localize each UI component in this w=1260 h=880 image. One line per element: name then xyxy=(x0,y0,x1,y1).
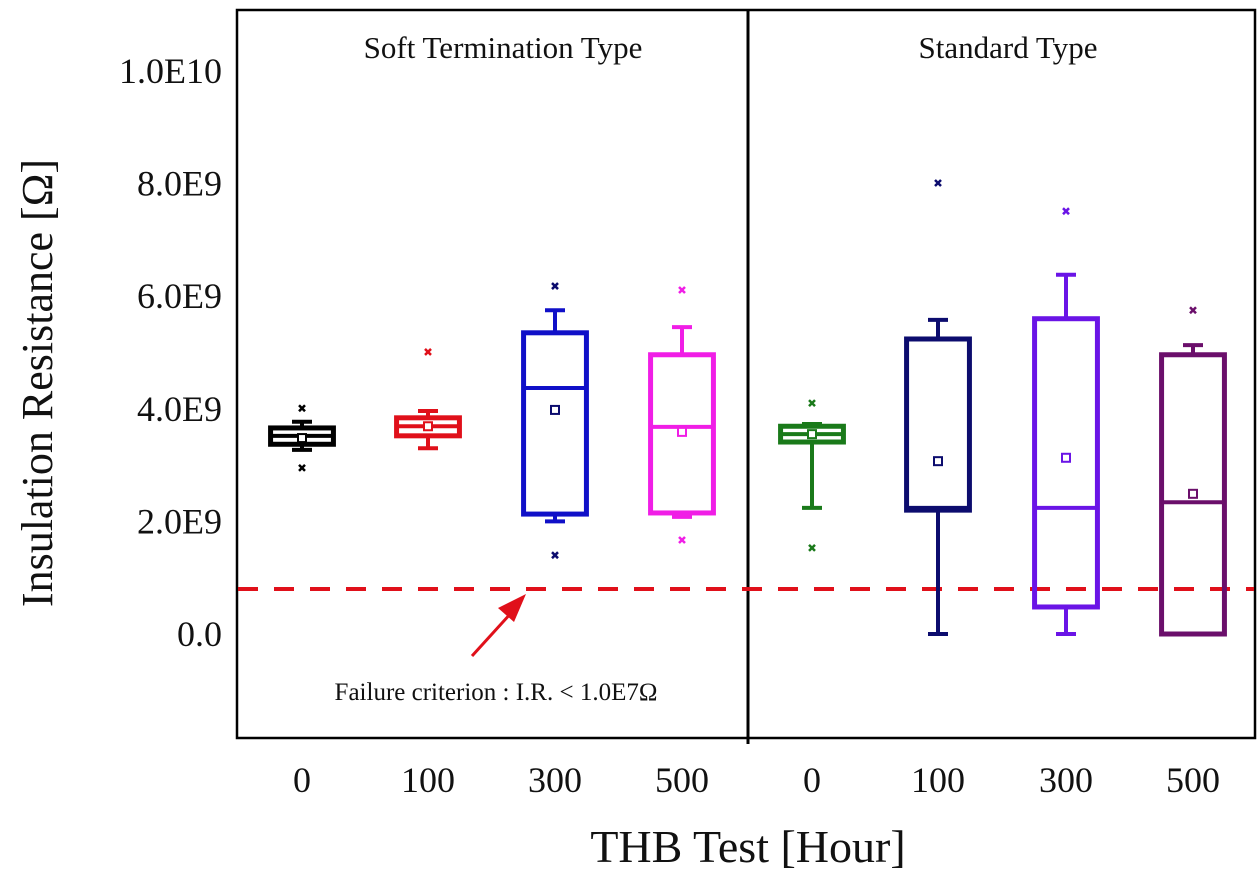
box-plot-group xyxy=(778,399,846,552)
x-tick-label: 300 xyxy=(1039,760,1093,800)
mean-marker xyxy=(297,433,307,444)
y-tick-label: 0.0 xyxy=(177,614,222,654)
y-axis-label: Insulation Resistance [Ω] xyxy=(13,159,62,607)
outlier-point xyxy=(1062,207,1070,216)
annotation-arrow-shaft xyxy=(470,610,514,658)
outlier-point xyxy=(1189,306,1197,315)
plot-frame xyxy=(235,8,1257,740)
x-tick-label: 100 xyxy=(401,760,455,800)
mean-marker xyxy=(807,429,817,440)
panel-title-soft-termination: Soft Termination Type xyxy=(364,30,643,65)
mean-marker xyxy=(423,421,433,432)
mean-marker xyxy=(677,426,687,437)
y-tick-label: 4.0E9 xyxy=(137,389,222,429)
x-axis-label: THB Test [Hour] xyxy=(590,821,905,872)
box-plot-group xyxy=(394,348,462,451)
box-plot-group xyxy=(1159,306,1227,637)
outlier-point xyxy=(678,536,686,544)
outlier-point xyxy=(934,179,942,187)
x-tick-label: 300 xyxy=(528,760,582,800)
x-tick-label: 500 xyxy=(655,760,709,800)
x-tick-label: 500 xyxy=(1166,760,1220,800)
outlier-point xyxy=(678,286,686,294)
outlier-point xyxy=(808,543,816,552)
mean-marker xyxy=(1188,488,1198,499)
mean-marker xyxy=(933,456,943,467)
y-tick-label: 6.0E9 xyxy=(137,276,222,316)
box-plot-group xyxy=(268,404,336,472)
failure-annotation: Failure criterion : I.R. < 1.0E7Ω xyxy=(335,594,658,706)
box-iqr xyxy=(1032,316,1100,610)
box-iqr xyxy=(904,336,972,513)
x-tick-label: 0 xyxy=(293,760,311,800)
outlier-point xyxy=(298,464,306,472)
y-tick-label: 1.0E10 xyxy=(119,51,222,91)
box-iqr xyxy=(1159,352,1227,637)
y-tick-label: 8.0E9 xyxy=(137,164,222,204)
outlier-point xyxy=(551,551,559,560)
panel-title-standard: Standard Type xyxy=(919,30,1098,65)
y-tick-label: 2.0E9 xyxy=(137,501,222,541)
outlier-point xyxy=(424,348,432,356)
outlier-point xyxy=(551,282,559,290)
outlier-point xyxy=(298,404,306,413)
failure-criterion-text: Failure criterion : I.R. < 1.0E7Ω xyxy=(335,679,658,706)
box-iqr xyxy=(648,352,716,516)
box-iqr xyxy=(521,330,589,517)
x-tick-label: 100 xyxy=(911,760,965,800)
box-plot-group xyxy=(1032,207,1100,636)
x-tick-label: 0 xyxy=(803,760,821,800)
annotation-arrow-head xyxy=(498,594,526,622)
box-plot-group xyxy=(521,282,589,560)
box-plot-group xyxy=(904,179,972,636)
outlier-point xyxy=(808,399,816,408)
box-plot-group xyxy=(648,286,716,544)
mean-marker xyxy=(550,404,560,415)
mean-marker xyxy=(1061,452,1071,463)
